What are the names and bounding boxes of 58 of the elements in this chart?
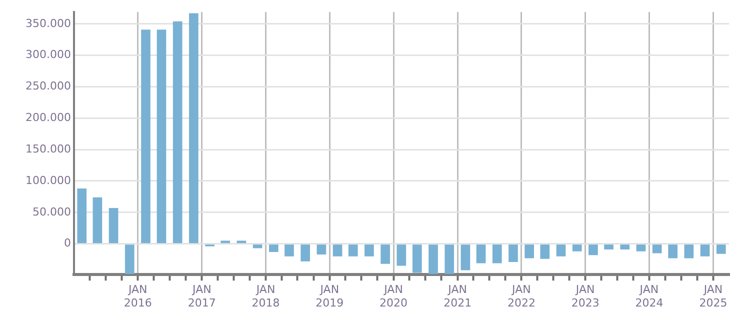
bar [189, 13, 198, 244]
bar [508, 244, 518, 262]
bar [156, 30, 166, 244]
bar [524, 244, 534, 258]
bar [92, 197, 102, 244]
bar [380, 244, 390, 264]
bar [716, 244, 726, 254]
bar [316, 244, 326, 254]
bar [124, 244, 134, 274]
x-tick-label: JAN 2025 [699, 283, 728, 310]
bar [588, 244, 598, 256]
bar [252, 244, 262, 248]
bar [652, 244, 662, 254]
bar [172, 21, 182, 244]
x-tick-label: JAN 2021 [444, 283, 472, 310]
x-tick-label: JAN 2023 [571, 283, 600, 310]
bar [141, 30, 150, 244]
y-tick-label: 250.000 [26, 80, 71, 93]
bar [220, 240, 230, 244]
bar [684, 244, 694, 258]
bar [604, 244, 614, 250]
bar [428, 244, 438, 274]
x-tick-label: JAN 2017 [188, 283, 216, 310]
x-tick-label: JAN 2020 [380, 283, 408, 310]
bar [556, 244, 566, 256]
bar [620, 244, 630, 250]
x-tick-label: JAN 2016 [124, 283, 152, 310]
y-tick-label: 300.000 [26, 48, 71, 62]
x-tick-label: JAN 2019 [316, 283, 344, 310]
y-tick-label: 150.000 [26, 142, 71, 156]
bar [636, 244, 646, 252]
bar [77, 188, 87, 244]
bar [476, 244, 486, 264]
bar [540, 244, 550, 259]
y-tick-label: 0 [64, 236, 71, 250]
bar [236, 240, 246, 244]
bar [300, 244, 310, 262]
y-tick-label: 200.000 [26, 111, 71, 124]
bar [700, 244, 710, 256]
bar [492, 244, 502, 264]
y-tick-label: 350.000 [26, 16, 71, 30]
bar [332, 244, 342, 256]
x-tick-label: JAN 2022 [507, 283, 536, 310]
bar [364, 244, 374, 256]
y-tick-label: 50.000 [32, 205, 71, 218]
bar [444, 244, 454, 274]
bar [412, 244, 422, 273]
bar [108, 208, 118, 244]
x-tick-label: JAN 2024 [635, 283, 664, 310]
bar [268, 244, 278, 252]
bar [396, 244, 406, 266]
bar [460, 244, 470, 270]
x-tick-label: JAN 2018 [252, 283, 280, 310]
bar [668, 244, 678, 258]
bar [348, 244, 358, 256]
bar [284, 244, 294, 256]
y-tick-label: 100.000 [26, 174, 71, 187]
bar [572, 244, 582, 252]
